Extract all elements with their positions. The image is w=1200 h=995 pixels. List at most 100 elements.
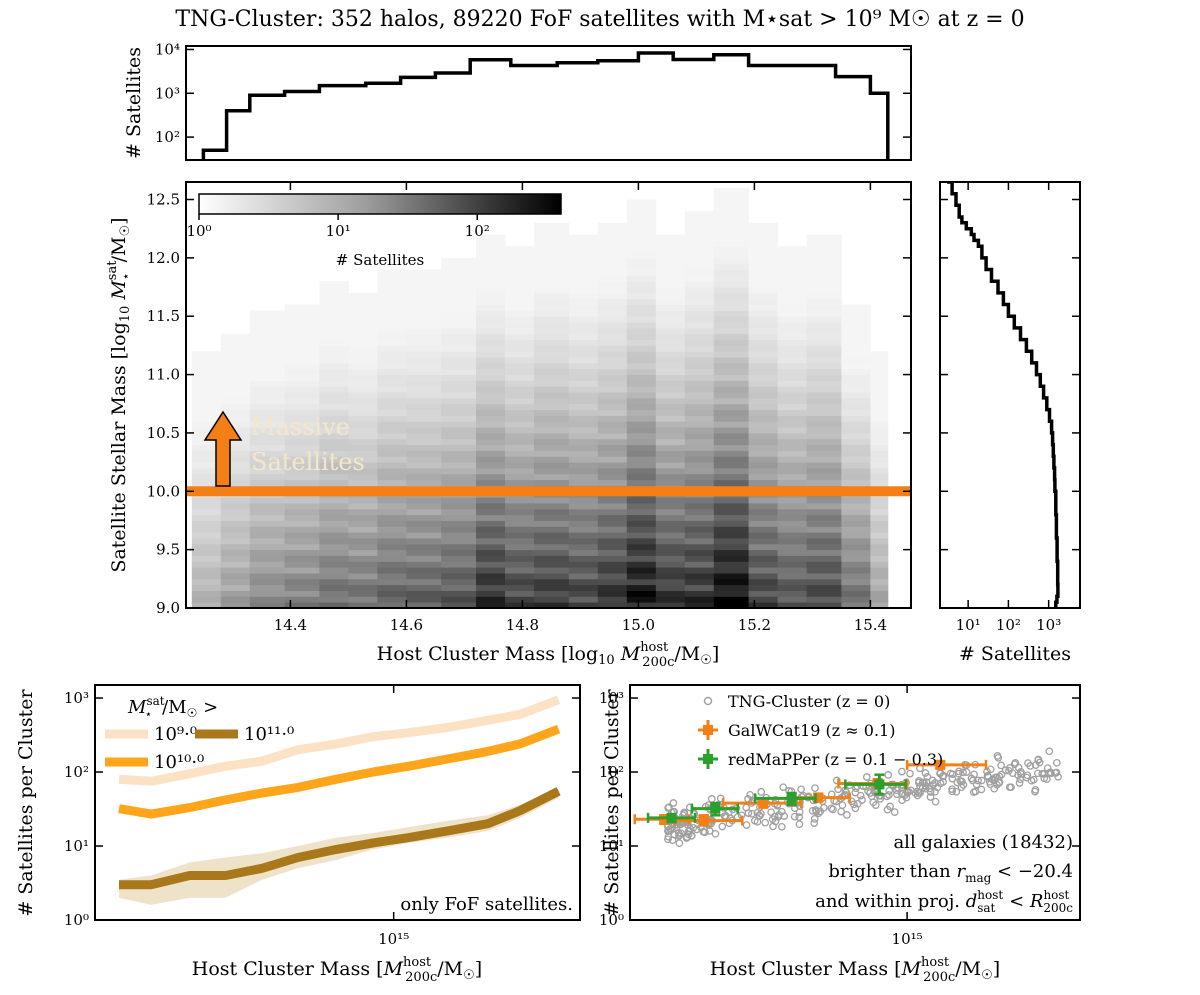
heatmap-cell	[220, 497, 251, 504]
heatmap-cell	[319, 339, 349, 346]
heatmap-cell	[505, 403, 535, 411]
heatmap-cell	[684, 316, 715, 323]
heatmap-cell	[626, 403, 657, 411]
main-xtick-label: 15.0	[622, 616, 655, 634]
heatmap-cell	[505, 596, 535, 603]
heatmap-cell	[319, 456, 349, 463]
heatmap-cell	[626, 339, 657, 346]
heatmap-cell	[505, 386, 535, 393]
heatmap-cell	[806, 257, 842, 265]
heatmap-cell	[319, 573, 349, 580]
heatmap-cell	[441, 304, 477, 311]
heatmap-cell	[597, 292, 628, 300]
heatmap-cell	[626, 386, 657, 393]
heatmap-cell	[319, 444, 349, 451]
heatmap-cell	[713, 333, 750, 340]
heatmap-cell	[534, 444, 570, 451]
heatmap-cell	[406, 578, 442, 586]
heatmap-cell	[777, 520, 808, 527]
heatmap-cell	[748, 526, 779, 533]
heatmap-cell	[748, 257, 779, 265]
heatmap-cell	[476, 427, 506, 434]
heatmap-cell	[841, 450, 871, 457]
heatmap-cell	[406, 362, 442, 370]
heatmap-cell	[684, 246, 715, 253]
heatmap-cell	[655, 368, 686, 375]
heatmap-cell	[841, 310, 871, 317]
heatmap-cell	[191, 432, 222, 440]
heatmap-cell	[748, 368, 779, 375]
heatmap-cell	[191, 520, 222, 527]
heatmap-cell	[684, 269, 715, 276]
heatmap-cell	[476, 479, 506, 486]
heatmap-cell	[377, 555, 407, 562]
heatmap-cell	[476, 520, 506, 527]
heatmap-cell	[348, 415, 378, 422]
heatmap-cell	[870, 415, 889, 422]
heatmap-cell	[534, 590, 570, 597]
heatmap-cell	[870, 351, 889, 358]
heatmap-cell	[377, 345, 407, 352]
heatmap-cell	[476, 357, 506, 364]
heatmap-cell	[626, 310, 657, 317]
heatmap-cell	[777, 298, 808, 305]
heatmap-cell	[348, 590, 378, 597]
heatmap-cell	[441, 421, 477, 428]
heatmap-cell	[476, 275, 506, 282]
heatmap-cell	[534, 228, 570, 235]
heatmap-cell	[777, 409, 808, 416]
heatmap-cell	[476, 473, 506, 481]
heatmap-cell	[319, 450, 349, 457]
tng-point	[962, 768, 971, 776]
heatmap-cell	[626, 538, 657, 545]
heatmap-cell	[534, 567, 570, 574]
heatmap-cell	[191, 532, 222, 539]
heatmap-cell	[655, 351, 686, 358]
heatmap-cell	[377, 462, 407, 469]
tng-point	[864, 787, 872, 795]
heatmap-cell	[870, 403, 889, 411]
heatmap-cell	[626, 222, 657, 230]
heatmap-cell	[806, 538, 842, 545]
heatmap-cell	[597, 473, 628, 481]
main-xtick-label: 14.6	[390, 616, 423, 634]
tng-point	[675, 839, 684, 848]
heatmap-cell	[777, 380, 808, 387]
heatmap-cell	[441, 462, 477, 469]
heatmap-cell	[534, 368, 570, 375]
heatmap-cell	[568, 427, 599, 434]
heatmap-cell	[284, 538, 320, 545]
heatmap-cell	[777, 578, 808, 586]
heatmap-cell	[284, 327, 320, 335]
heatmap-cell	[626, 432, 657, 440]
tng-point	[1015, 779, 1024, 787]
heatmap-cell	[505, 310, 535, 317]
heatmap-cell	[713, 590, 750, 597]
heatmap-cell	[505, 467, 535, 475]
tng-point	[907, 786, 915, 795]
heatmap-cell	[319, 409, 349, 416]
heatmap-cell	[348, 357, 378, 364]
heatmap-cell	[534, 386, 570, 393]
heatmap-cell	[806, 322, 842, 329]
heatmap-cell	[505, 345, 535, 352]
heatmap-cell	[319, 316, 349, 323]
heatmap-cell	[597, 602, 628, 608]
heatmap-cell	[249, 432, 286, 440]
heatmap-cell	[534, 456, 570, 463]
heatmap-cell	[870, 362, 889, 370]
heatmap-cell	[377, 292, 407, 300]
tng-point	[837, 807, 845, 816]
heatmap-cell	[806, 246, 842, 253]
heatmap-cell	[684, 333, 715, 340]
heatmap-cell	[476, 450, 506, 457]
heatmap-cell	[597, 462, 628, 469]
heatmap-cell	[713, 578, 750, 586]
heatmap-cell	[568, 596, 599, 603]
heatmap-cell	[597, 444, 628, 451]
heatmap-cell	[534, 292, 570, 300]
heatmap-cell	[505, 561, 535, 568]
heatmap-cell	[841, 380, 871, 387]
heatmap-cell	[655, 374, 686, 381]
heatmap-cell	[841, 497, 871, 504]
